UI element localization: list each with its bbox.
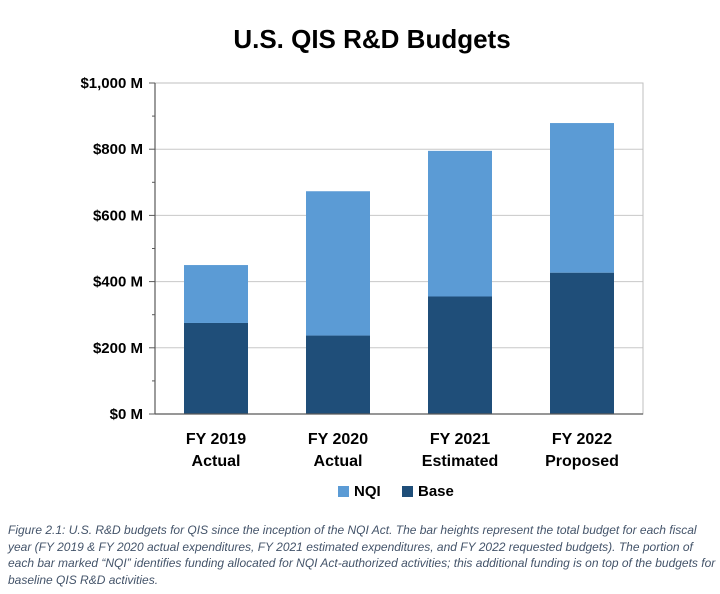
figure-caption: Figure 2.1: U.S. R&D budgets for QIS sin… xyxy=(8,523,716,587)
x-tick-label: FY 2022 Proposed xyxy=(545,431,619,470)
legend-swatch-base xyxy=(402,486,413,497)
x-tick-labels: FY 2019 Actual FY 2020 Actual FY 2021 Estimat… xyxy=(186,431,619,470)
y-tick-label: $400 M xyxy=(93,274,143,291)
y-tick-label: $200 M xyxy=(93,340,143,357)
y-tick-labels: $0 M $200 M $400 M $600 M $800 M $1,000 M xyxy=(80,75,143,423)
y-tick-label: $800 M xyxy=(93,141,143,158)
legend-swatch-nqi xyxy=(338,486,349,497)
bars xyxy=(184,123,614,414)
bar-nqi-fy-2022 xyxy=(550,123,614,273)
legend-label-nqi: NQI xyxy=(354,483,381,500)
bar-nqi-fy-2021 xyxy=(428,150,492,297)
bar-base-fy-2022 xyxy=(550,272,614,414)
y-tick-label: $1,000 M xyxy=(80,75,143,92)
bar-nqi-fy-2019 xyxy=(184,265,248,323)
bar-base-fy-2021 xyxy=(428,296,492,414)
y-tick-label: $600 M xyxy=(93,207,143,224)
stacked-bar-chart: $0 M $200 M $400 M $600 M $800 M $1,000 M FY … xyxy=(80,75,644,500)
y-tick-label: $0 M xyxy=(110,406,143,423)
bar-base-fy-2020 xyxy=(306,335,370,414)
legend: NQI Base xyxy=(338,483,454,500)
chart-title: U.S. QIS R&D Budgets xyxy=(233,24,511,54)
x-tick-label: FY 2020 Actual xyxy=(308,431,368,470)
bar-base-fy-2019 xyxy=(184,322,248,414)
x-tick-label: FY 2021 Estimated xyxy=(422,431,498,470)
bar-nqi-fy-2020 xyxy=(306,191,370,336)
legend-label-base: Base xyxy=(418,483,454,500)
axes xyxy=(149,82,644,415)
x-tick-label: FY 2019 Actual xyxy=(186,431,246,470)
